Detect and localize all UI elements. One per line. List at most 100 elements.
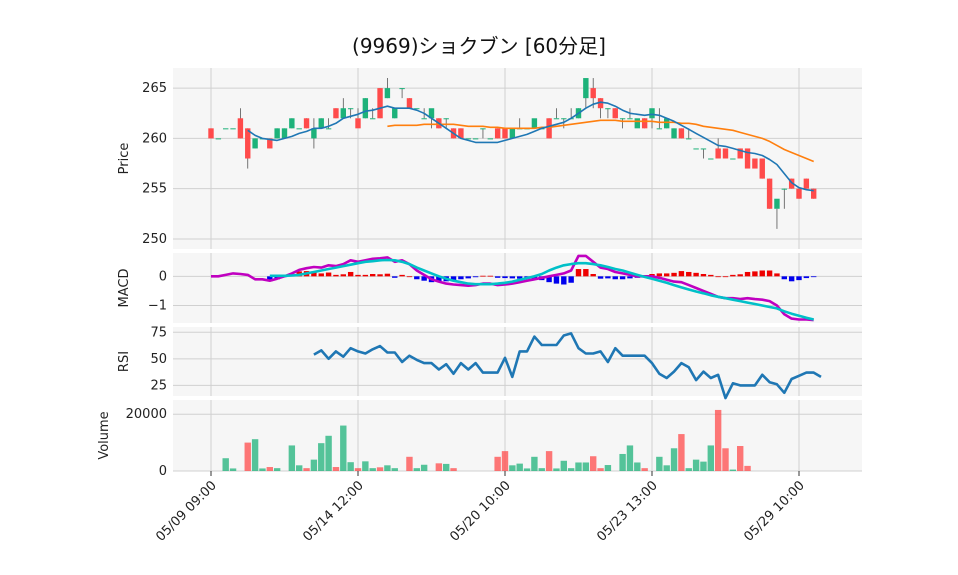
y-tick-label: 250 xyxy=(142,232,167,247)
volume-bar xyxy=(663,465,670,471)
volume-bar xyxy=(692,459,700,471)
macd-histogram-bar xyxy=(759,270,765,277)
volume-bar xyxy=(222,458,229,471)
macd-histogram-bar xyxy=(612,276,618,280)
candle-body xyxy=(693,148,699,150)
macd-histogram-bar xyxy=(656,273,663,277)
candle-body xyxy=(472,138,479,140)
macd-histogram-bar xyxy=(340,274,346,277)
candle-body xyxy=(392,108,398,119)
volume-bar xyxy=(604,465,612,471)
macd-histogram-bar xyxy=(450,276,457,281)
ma-short-line xyxy=(247,101,814,192)
macd-histogram-bar xyxy=(546,276,552,283)
candle-body xyxy=(274,128,280,139)
macd-histogram-bar xyxy=(414,276,420,280)
volume-bar xyxy=(722,448,729,471)
volume-bar xyxy=(266,467,273,471)
candle-body xyxy=(370,118,376,120)
macd-histogram-bar xyxy=(788,276,795,282)
candle-body xyxy=(325,128,332,130)
candle-body xyxy=(480,128,486,130)
candle-body xyxy=(619,118,626,120)
volume-bar xyxy=(582,462,590,471)
candle-body xyxy=(531,118,538,129)
volume-bar xyxy=(251,439,259,471)
candle-body xyxy=(811,188,817,199)
x-tick-label: 05/20 10:00 xyxy=(447,478,514,545)
macd-histogram-bar xyxy=(355,274,361,277)
macd-histogram-bar xyxy=(715,276,721,278)
candle-body xyxy=(627,118,633,120)
candle-body xyxy=(796,188,802,199)
y-axis-label: RSI xyxy=(117,351,132,372)
volume-bar xyxy=(420,464,428,471)
candle-body xyxy=(428,108,435,119)
y-axis-label: MACD xyxy=(117,269,132,308)
y-tick-label: 50 xyxy=(150,352,167,367)
candle-body xyxy=(465,138,471,140)
candle-body xyxy=(296,128,302,130)
candle-body xyxy=(340,108,346,119)
candle-body xyxy=(215,138,222,140)
candle-body xyxy=(458,128,464,139)
macd-histogram-bar xyxy=(465,276,471,279)
candle-body xyxy=(597,98,604,109)
y-tick-label: 265 xyxy=(142,81,167,96)
volume-bar xyxy=(318,443,325,471)
candle-body xyxy=(267,138,273,149)
macd-histogram-bar xyxy=(561,276,567,285)
y-axis-label: Price xyxy=(117,143,132,175)
volume-bar xyxy=(435,463,443,471)
volume-bar xyxy=(509,465,516,471)
macd-histogram-bar xyxy=(392,276,398,278)
candle-body xyxy=(649,108,655,119)
volume-bar xyxy=(406,456,413,471)
volume-bar xyxy=(560,460,567,471)
volume-bar xyxy=(634,462,641,471)
candle-body xyxy=(788,178,795,189)
macd-histogram-bar xyxy=(737,274,743,277)
volume-bar xyxy=(656,456,663,471)
macd-histogram-bar xyxy=(406,276,413,278)
candle-body xyxy=(487,138,493,140)
volume-bar xyxy=(714,409,722,471)
candle-body xyxy=(494,128,501,139)
volume-bar xyxy=(259,468,266,471)
candle-body xyxy=(686,138,692,140)
macd-histogram-bar xyxy=(267,276,273,282)
macd-histogram-bar xyxy=(472,276,479,278)
candle-body xyxy=(384,88,391,99)
macd-histogram-bar xyxy=(487,275,493,277)
volume-bar xyxy=(670,448,678,471)
volume-bar xyxy=(744,465,751,471)
macd-histogram-bar xyxy=(730,274,736,277)
macd-histogram-bar xyxy=(494,276,501,278)
y-tick-label: 0 xyxy=(159,464,167,479)
volume-bar xyxy=(538,468,545,471)
volume-bar xyxy=(737,446,744,471)
candle-body xyxy=(252,138,258,149)
volume-bar xyxy=(590,456,597,471)
y-tick-label: 75 xyxy=(150,325,167,340)
candle-body xyxy=(641,118,648,129)
x-tick-label: 05/29 10:00 xyxy=(741,478,808,545)
candle-body xyxy=(333,108,339,119)
candle-body xyxy=(766,178,773,209)
macd-histogram-bar xyxy=(693,272,699,277)
macd-histogram-bar xyxy=(597,276,604,279)
y-tick-label: 0 xyxy=(159,269,167,284)
macd-histogram-bar xyxy=(421,276,427,281)
macd-histogram-bar xyxy=(509,276,516,279)
y-tick-label: 20000 xyxy=(126,407,167,422)
macd-histogram-bar xyxy=(384,273,391,277)
volume-bar xyxy=(273,468,281,471)
macd-histogram-bar xyxy=(318,273,324,277)
candle-body xyxy=(803,178,810,189)
volume-bar xyxy=(391,468,398,471)
volume-bar xyxy=(553,468,560,471)
candle-body xyxy=(605,108,611,110)
chart-title: (9969)ショクブン [60分足] xyxy=(352,34,606,58)
candle-body xyxy=(311,128,317,139)
